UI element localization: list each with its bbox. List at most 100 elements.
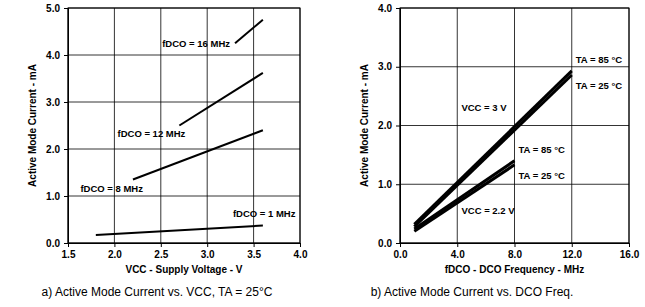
grid-line-y xyxy=(68,196,300,197)
y-tick: 4.0 xyxy=(378,3,400,14)
y-tick: 4.0 xyxy=(46,50,68,61)
y-axis: 0.0 1.0 2.0 3.0 4.0 5.0 xyxy=(46,3,68,249)
x-axis-line xyxy=(69,244,301,248)
grid-line-y xyxy=(68,149,300,150)
x-tick-mark xyxy=(300,243,301,247)
x-tick-mark xyxy=(114,243,115,247)
x-tick: 2.5 xyxy=(154,243,168,260)
y-tick-mark xyxy=(64,55,68,56)
y-tick-mark xyxy=(64,102,68,103)
y-tick-mark xyxy=(396,184,400,185)
x-tick-label: 2.5 xyxy=(154,249,168,260)
chart: 0.0 4.0 8.0 12.0 16.0 0.0 1.0 2.0 3.0 4.0 fDCO - D… xyxy=(359,3,640,299)
series-line xyxy=(414,161,514,229)
x-tick: 4.0 xyxy=(294,243,308,260)
grid-line-y xyxy=(400,66,629,67)
y-tick-label: 2.0 xyxy=(378,120,392,131)
grid-line-y xyxy=(68,102,300,103)
x-tick-label: 0.0 xyxy=(394,249,408,260)
chart-title: a) Active Mode Current vs. VCC, TA = 25°… xyxy=(42,285,273,299)
y-tick: 0.0 xyxy=(378,238,400,249)
y-tick: 3.0 xyxy=(378,61,400,72)
x-tick-label: 1.5 xyxy=(62,249,76,260)
y-tick: 3.0 xyxy=(46,97,68,108)
x-tick-label: 4.0 xyxy=(451,249,465,260)
y-tick-label: 0.0 xyxy=(378,238,392,249)
x-tick-label: 8.0 xyxy=(508,249,522,260)
chart: 1.5 2.0 2.5 3.0 3.5 4.0 0.0 1.0 2.0 3.0 4.0 5.0 VCC … xyxy=(27,3,308,299)
y-tick-label: 1.0 xyxy=(46,191,60,202)
x-tick: 12.0 xyxy=(563,243,583,260)
series-line xyxy=(414,165,514,231)
y-axis: 0.0 1.0 2.0 3.0 4.0 xyxy=(378,3,400,249)
y-tick: 1.0 xyxy=(378,179,400,190)
x-axis-title: fDCO - DCO Frequency - MHz xyxy=(445,264,584,275)
grid-line-y xyxy=(400,184,629,185)
series-line xyxy=(96,226,263,235)
x-tick: 2.0 xyxy=(108,243,122,260)
annotation: VCC = 3 V xyxy=(461,102,507,113)
y-tick-mark xyxy=(64,149,68,150)
y-tick-label: 3.0 xyxy=(378,61,392,72)
y-axis-title: Active Mode Current - mA xyxy=(27,64,38,187)
x-tick: 16.0 xyxy=(620,243,640,260)
series-label: TA = 25 °C xyxy=(519,170,565,181)
x-axis-line xyxy=(401,244,630,248)
x-tick: 1.5 xyxy=(62,243,76,260)
series-line xyxy=(414,75,571,227)
x-tick-label: 3.5 xyxy=(247,249,261,260)
x-axis: 1.5 2.0 2.5 3.0 3.5 4.0 xyxy=(62,243,308,260)
plot-lines xyxy=(414,71,571,231)
x-tick-mark xyxy=(161,243,162,247)
series-label: fDCO = 1 MHz xyxy=(233,208,296,219)
x-tick-label: 3.0 xyxy=(201,249,215,260)
x-tick: 3.5 xyxy=(247,243,261,260)
x-tick-mark xyxy=(254,243,255,247)
series-label: TA = 85 °C xyxy=(519,144,565,155)
y-tick-mark xyxy=(64,196,68,197)
y-tick: 0.0 xyxy=(46,238,68,249)
series-label: fDCO = 12 MHz xyxy=(118,128,186,139)
x-tick-label: 16.0 xyxy=(620,249,640,260)
y-tick-mark xyxy=(396,8,400,9)
x-tick-label: 4.0 xyxy=(294,249,308,260)
plot-frame xyxy=(400,8,629,243)
y-tick: 2.0 xyxy=(46,144,68,155)
x-tick-mark xyxy=(457,243,458,247)
x-tick: 8.0 xyxy=(508,243,522,260)
y-tick-label: 4.0 xyxy=(378,3,392,14)
x-tick: 3.0 xyxy=(201,243,215,260)
y-axis-line xyxy=(396,9,401,244)
grid xyxy=(400,8,629,243)
y-tick: 2.0 xyxy=(378,120,400,131)
series-label: fDCO = 16 MHz xyxy=(162,38,230,49)
x-tick-mark xyxy=(572,243,573,247)
x-axis-title: VCC - Supply Voltage - V xyxy=(125,264,242,275)
y-axis-line xyxy=(64,9,69,244)
y-tick-mark xyxy=(396,67,400,68)
y-tick-label: 5.0 xyxy=(46,3,60,14)
y-tick-mark xyxy=(64,243,68,244)
y-tick-mark xyxy=(64,8,68,9)
series-label: fDCO = 8 MHz xyxy=(80,183,143,194)
x-tick: 4.0 xyxy=(451,243,465,260)
x-tick-mark xyxy=(515,243,516,247)
series-label: TA = 25 °C xyxy=(576,80,622,91)
series-label: TA = 85 °C xyxy=(576,54,622,65)
plot-frame xyxy=(68,8,300,243)
grid-line-y xyxy=(68,55,300,56)
y-axis-title: Active Mode Current - mA xyxy=(359,64,370,187)
annotation: VCC = 2.2 V xyxy=(461,205,515,216)
x-tick-label: 12.0 xyxy=(563,249,583,260)
figure: 1.5 2.0 2.5 3.0 3.5 4.0 0.0 1.0 2.0 3.0 4.0 5.0 VCC … xyxy=(0,0,645,307)
y-tick-label: 0.0 xyxy=(46,238,60,249)
x-tick-label: 2.0 xyxy=(108,249,122,260)
series-line xyxy=(235,20,263,44)
y-tick: 5.0 xyxy=(46,3,68,14)
y-tick-label: 4.0 xyxy=(46,50,60,61)
y-tick-mark xyxy=(396,126,400,127)
y-tick-label: 1.0 xyxy=(378,179,392,190)
y-tick-label: 2.0 xyxy=(46,144,60,155)
chart-title: b) Active Mode Current vs. DCO Freq. xyxy=(371,285,574,299)
y-tick-label: 3.0 xyxy=(46,97,60,108)
